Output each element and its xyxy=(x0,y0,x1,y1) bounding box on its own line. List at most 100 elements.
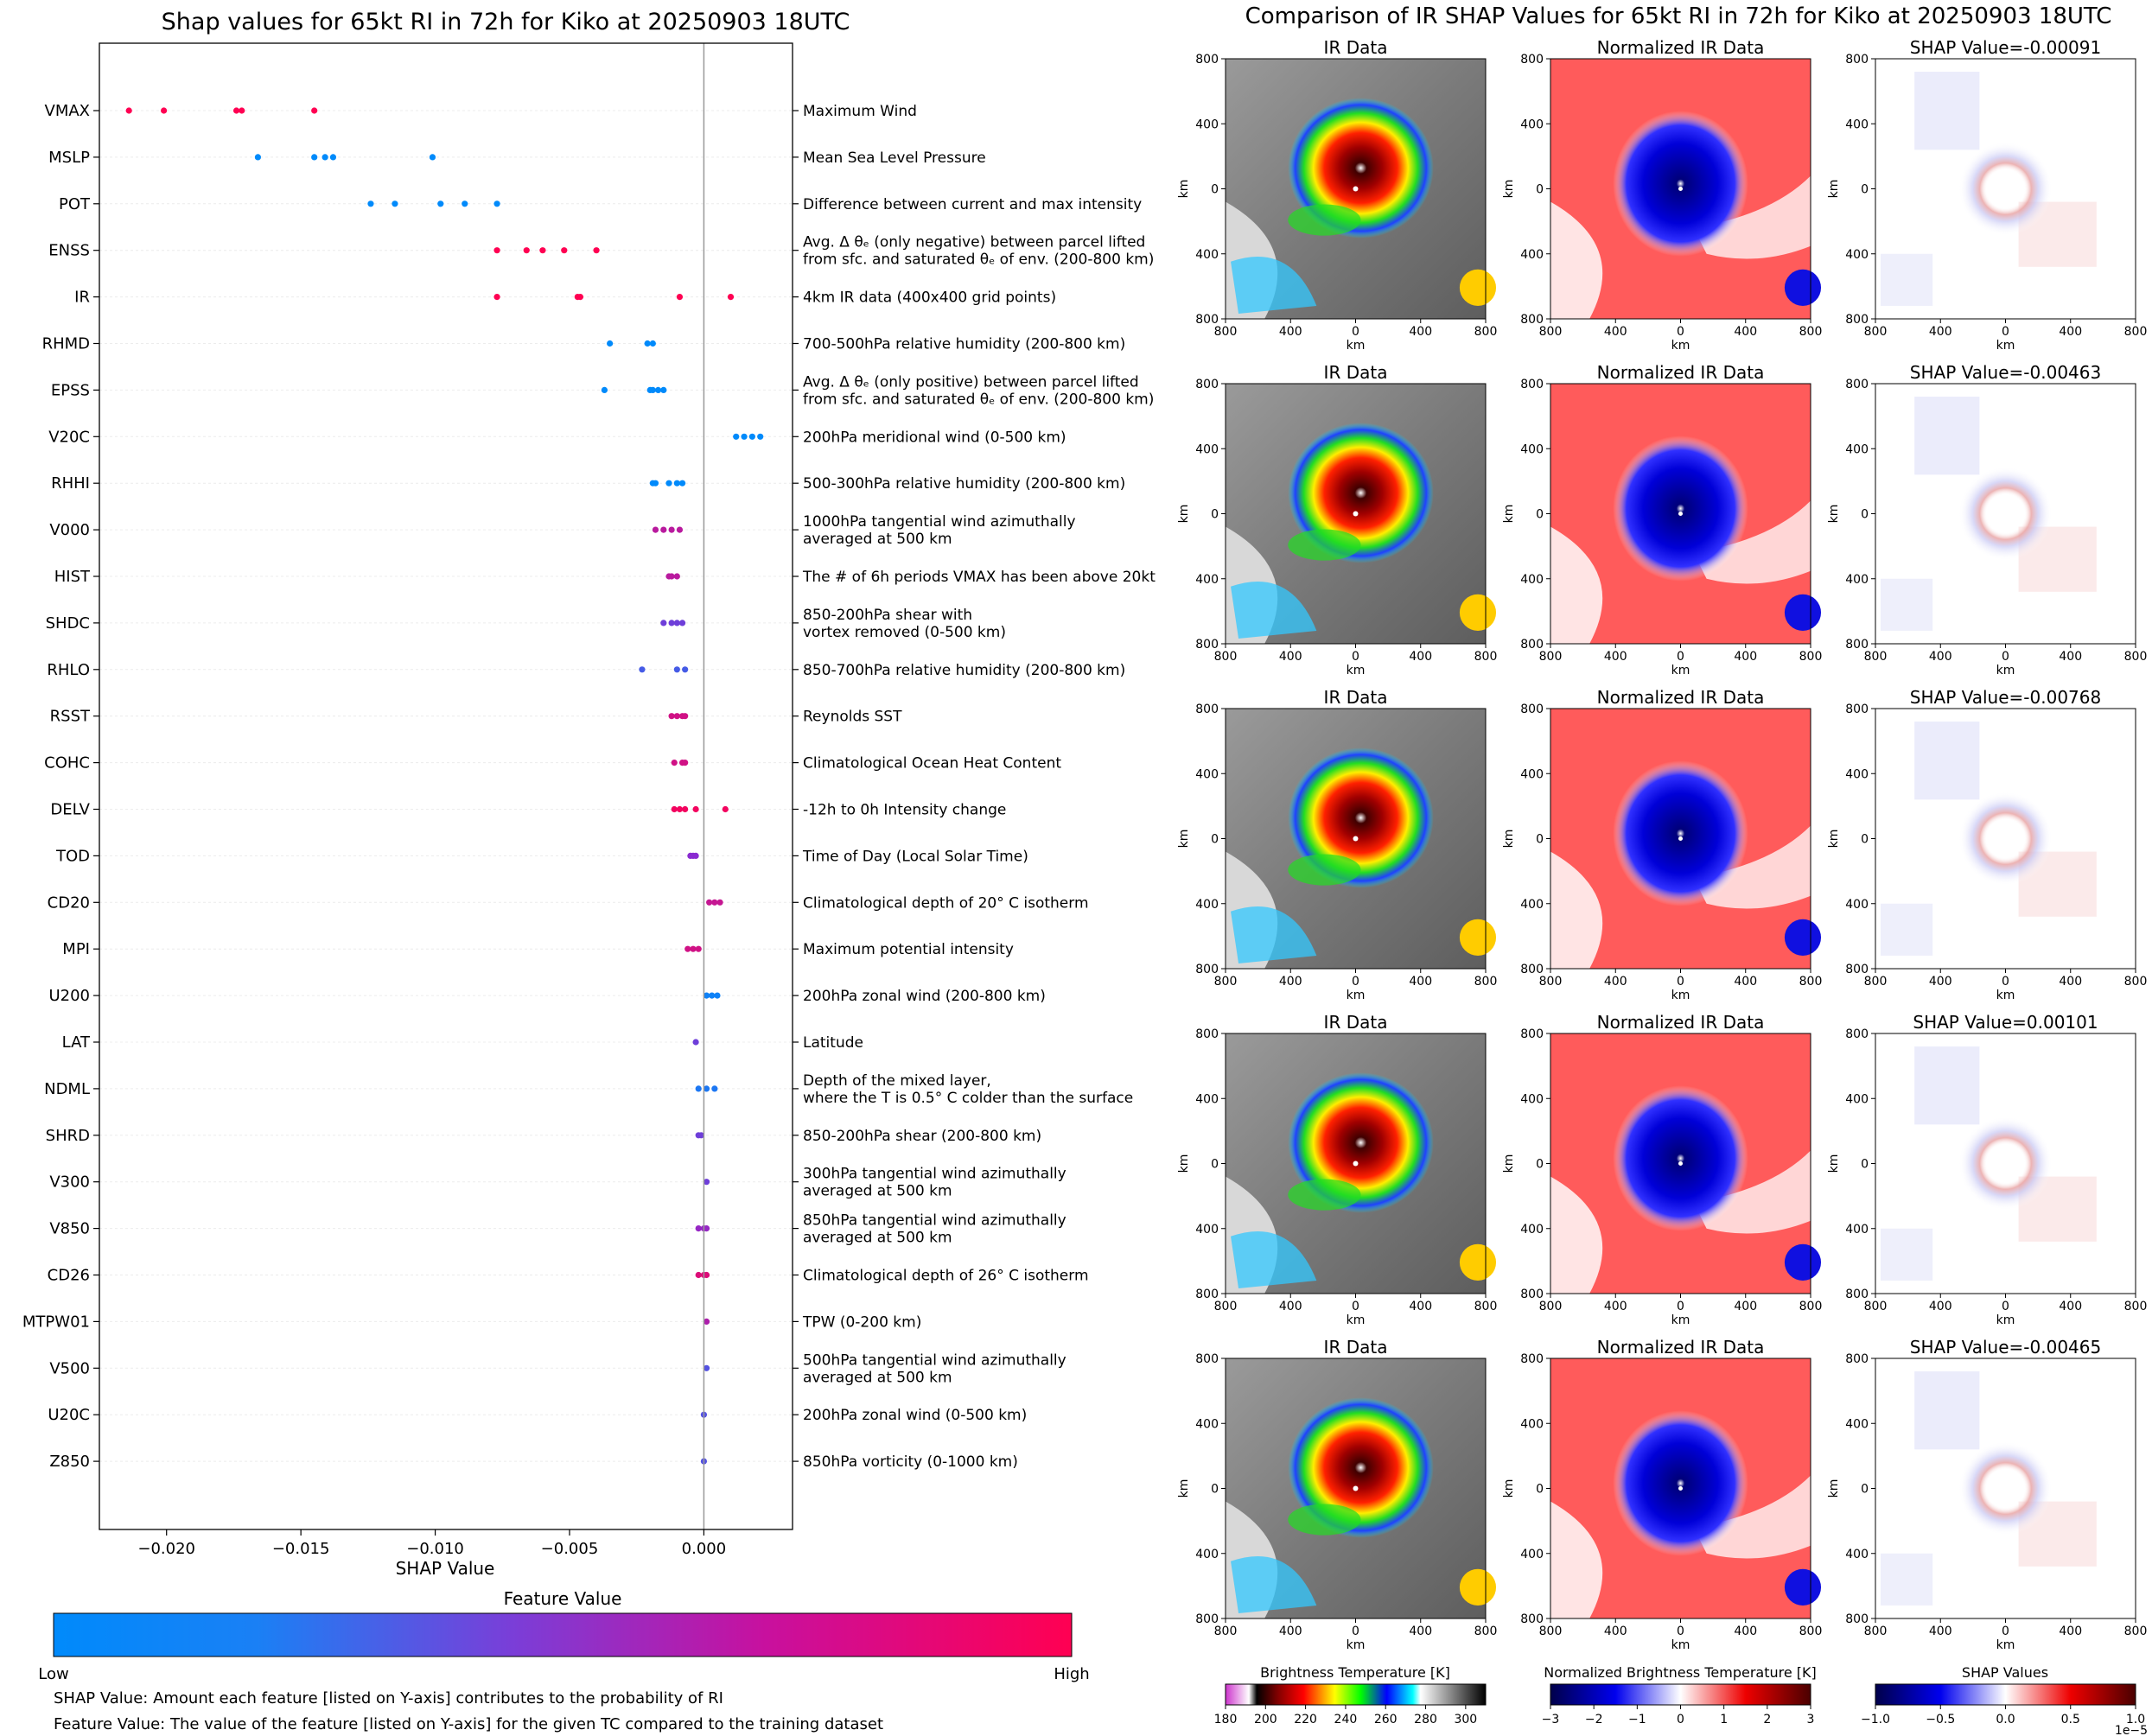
panel-ytick-label: 0 xyxy=(1536,1483,1544,1497)
panel-ytick-label: 400 xyxy=(1845,573,1869,587)
panel-xtick-label: 800 xyxy=(1539,1300,1563,1313)
colorbar-tick-label: 1.0 xyxy=(2126,1713,2145,1726)
feature-label-shrd: SHRD xyxy=(46,1127,90,1145)
shap-point xyxy=(703,1271,710,1279)
panel-ytick-label: 800 xyxy=(1845,638,1869,652)
panel-ytick-label: 0 xyxy=(1861,1483,1869,1497)
norm-storm xyxy=(1613,1410,1748,1556)
panel-xtick-label: 800 xyxy=(1474,650,1498,664)
feature-description: averaged at 500 km xyxy=(803,1230,952,1247)
shap-storm-ring xyxy=(1958,792,2053,886)
feature-label-rhlo: RHLO xyxy=(47,661,90,679)
shap-point xyxy=(676,805,684,813)
panel-title: Normalized IR Data xyxy=(1597,687,1765,708)
shap-point xyxy=(576,294,584,301)
norm-eye xyxy=(1678,512,1683,516)
shap-point xyxy=(652,526,659,533)
panel-xlabel: km xyxy=(1996,1313,2015,1327)
panel-xtick-label: 800 xyxy=(1539,1625,1563,1638)
shap-point xyxy=(727,294,735,301)
shap-colorbar-title: SHAP Values xyxy=(1962,1664,2048,1681)
colorbar-tick-label: −2 xyxy=(1585,1713,1603,1726)
ir-eye xyxy=(1353,1485,1359,1491)
panel-title: Normalized IR Data xyxy=(1597,37,1765,58)
panel-title: IR Data xyxy=(1324,37,1388,58)
panel-ytick-label: 400 xyxy=(1845,1223,1869,1237)
ir-rainband xyxy=(1288,529,1361,561)
norm-corner-storm xyxy=(1784,1568,1822,1606)
panel-xlabel: km xyxy=(1671,1638,1690,1652)
colorbar-tick-label: 240 xyxy=(1334,1713,1358,1726)
panel-ylabel: km xyxy=(1177,830,1191,849)
norm-eye xyxy=(1678,187,1683,191)
panel-title: SHAP Value=-0.00091 xyxy=(1910,37,2101,58)
feature-description: averaged at 500 km xyxy=(803,1369,952,1386)
feature-label-v850: V850 xyxy=(49,1220,90,1238)
panel-ytick-label: 400 xyxy=(1845,442,1869,456)
shap-point xyxy=(668,526,675,533)
feature-label-pot: POT xyxy=(59,195,91,213)
shap-point xyxy=(692,1039,699,1046)
ir-corner-storm xyxy=(1459,1243,1497,1281)
panel-xtick-label: 800 xyxy=(1214,1625,1238,1638)
shap-point xyxy=(703,1085,710,1092)
panel-xtick-label: 400 xyxy=(1929,1625,1952,1638)
feature-label-v300: V300 xyxy=(49,1173,90,1192)
nbt-colorbar xyxy=(1550,1683,1811,1706)
feature-label-v000: V000 xyxy=(49,521,90,539)
panel-ytick-label: 0 xyxy=(1536,1158,1544,1172)
x-tick-label: −0.020 xyxy=(137,1540,195,1558)
feature-description: 850hPa vorticity (0-1000 km) xyxy=(803,1453,1018,1471)
norm-clouds xyxy=(1550,1501,1603,1618)
norm-clouds xyxy=(1550,851,1603,969)
shap-point xyxy=(716,899,723,906)
shap-point xyxy=(660,386,667,393)
shap-point xyxy=(329,154,337,161)
feature-description: Difference between current and max inten… xyxy=(803,196,1142,213)
panel-ytick-label: 800 xyxy=(1845,313,1869,327)
ir-cloud-band xyxy=(1231,581,1317,639)
beeswarm-frame xyxy=(99,42,793,1530)
feature-description: TPW (0-200 km) xyxy=(802,1313,921,1331)
panel-xtick-label: 0 xyxy=(1352,325,1359,339)
shap-point xyxy=(682,760,689,766)
nbt-colorbar-title: Normalized Brightness Temperature [K] xyxy=(1544,1664,1817,1681)
panel-xtick-label: 400 xyxy=(1604,1625,1627,1638)
shap-point xyxy=(232,107,240,114)
panel-ylabel: km xyxy=(1827,180,1841,199)
panel-xtick-label: 800 xyxy=(1864,1625,1888,1638)
panel-xtick-label: 0 xyxy=(1352,1300,1359,1313)
feature-description: 500-300hPa relative humidity (200-800 km… xyxy=(803,475,1125,493)
panel-ytick-label: 0 xyxy=(1861,1158,1869,1172)
shap-point xyxy=(695,1271,702,1279)
feature-colorbar-low: Low xyxy=(38,1665,68,1683)
feature-description: Depth of the mixed layer, xyxy=(803,1072,991,1090)
panel-xtick-label: 800 xyxy=(1539,325,1563,339)
panel-ylabel: km xyxy=(1502,1479,1516,1498)
shap-point xyxy=(607,340,614,347)
shap-point xyxy=(673,573,680,580)
panel-xtick-label: 800 xyxy=(2124,650,2148,664)
shap-point xyxy=(593,247,600,254)
panel-xtick-label: 800 xyxy=(1864,650,1888,664)
shap-point xyxy=(676,294,684,301)
feature-label-mtpw01: MTPW01 xyxy=(22,1313,90,1331)
panel-ylabel: km xyxy=(1827,1154,1841,1173)
ir-corner-storm xyxy=(1459,1568,1497,1606)
panel-xtick-label: 800 xyxy=(1799,1300,1823,1313)
panel-ytick-label: 800 xyxy=(1195,703,1219,716)
norm-eye xyxy=(1678,836,1683,841)
shap-point xyxy=(561,247,568,254)
shap-point xyxy=(652,480,659,486)
ir-comparison-grid: IR Data80080040040000400400800800kmkmNor… xyxy=(1177,37,2147,1652)
shap-point xyxy=(692,805,699,813)
panel-xtick-label: 0 xyxy=(1352,1625,1359,1638)
panel-ytick-label: 800 xyxy=(1195,313,1219,327)
ir-corner-storm xyxy=(1459,594,1497,631)
panel-ytick-label: 800 xyxy=(1845,1612,1869,1626)
panel-ytick-label: 400 xyxy=(1520,767,1544,781)
panel-xlabel: km xyxy=(1347,339,1366,353)
shap-point xyxy=(523,247,530,254)
panel-ytick-label: 800 xyxy=(1845,963,1869,976)
panel-ytick-label: 800 xyxy=(1520,703,1544,716)
